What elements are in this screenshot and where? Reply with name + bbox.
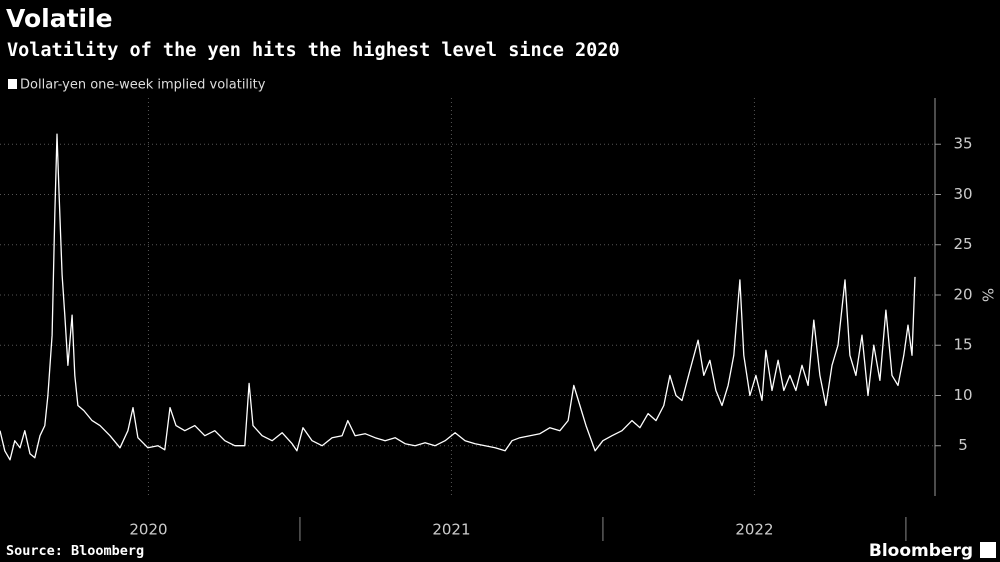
y-tick-label: 25 (953, 235, 972, 253)
y-tick-label: 35 (953, 135, 972, 153)
source: Source: Bloomberg (6, 543, 144, 559)
y-tick-label: 5 (958, 436, 968, 454)
legend-swatch (8, 79, 17, 89)
chart-title: Volatile (6, 4, 113, 33)
brand: Bloomberg (869, 541, 973, 561)
x-tick-label: 2021 (432, 521, 470, 539)
y-tick-label: 15 (953, 336, 972, 354)
y-tick-label: 10 (953, 386, 972, 404)
x-tick-label: 2020 (129, 521, 167, 539)
series-line (0, 133, 916, 461)
y-unit: % (979, 288, 997, 302)
y-tick-label: 30 (953, 185, 972, 203)
x-tick-label: 2022 (735, 521, 773, 539)
y-tick-label: 20 (953, 285, 972, 303)
legend-label: Dollar-yen one-week implied volatility (20, 78, 266, 93)
chart-subtitle: Volatility of the yen hits the highest l… (7, 40, 620, 61)
brand-icon (980, 542, 996, 558)
